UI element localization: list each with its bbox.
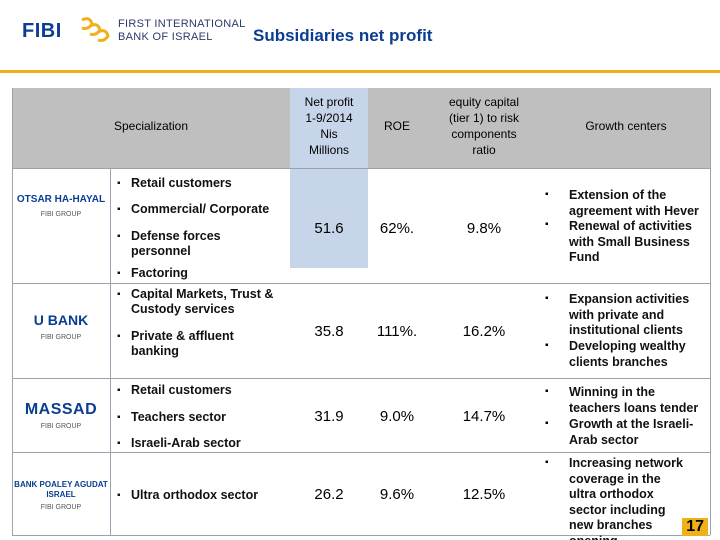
row1-growth-2: Renewal of activities with Small Busines…: [569, 219, 692, 264]
page-number: 17: [682, 518, 708, 536]
row3-growth-1: Winning in the teachers loans tender: [569, 385, 699, 415]
column-divider: [110, 168, 111, 535]
column-divider: [710, 88, 711, 535]
row1-growth-bullet: ▪: [545, 189, 549, 200]
otsar-hahayal-logo: OTSAR HA-HAYAL FIBI GROUP: [14, 176, 108, 236]
poaley-logo-text: BANK POALEY AGUDAT ISRAEL: [14, 479, 108, 499]
row2-roe: 111%.: [376, 323, 418, 340]
row-divider: [12, 535, 710, 536]
header-roe: ROE: [368, 88, 426, 168]
row1-bullet-factoring: Factoring: [117, 266, 291, 281]
massad-logo: MASSAD FIBI GROUP: [14, 390, 108, 440]
net-profit-column-fill: [290, 168, 368, 268]
header-equity-line2: (tier 1) to risk: [448, 111, 519, 125]
bank-name-line1: FIRST INTERNATIONAL: [118, 18, 246, 30]
header-divider: [0, 70, 720, 73]
row3-growth-bullet: ▪: [545, 418, 549, 429]
row2-net-profit: 35.8: [314, 323, 344, 340]
ubank-logo-sub: FIBI GROUP: [40, 333, 82, 341]
row1-growth-1: Extension of the agreement with Hever: [569, 188, 699, 218]
header-net-profit-line2: 1-9/2014: [305, 111, 353, 125]
row4-roe: 9.6%: [379, 486, 415, 503]
row2-bullet-private-banking: Private & affluent banking: [117, 329, 261, 359]
row3-net-profit: 31.9: [314, 408, 344, 425]
header-net-profit-line3: Nis: [320, 127, 338, 141]
otsar-logo-text: OTSAR HA-HAYAL: [16, 194, 106, 205]
row2-growth-2: Developing wealthy clients branches: [569, 339, 686, 369]
row2-growth-bullet: ▪: [545, 293, 549, 304]
row1-net-profit: 51.6: [314, 220, 344, 237]
row-divider: [12, 168, 710, 169]
row3-bullet-retail: Retail customers: [117, 383, 291, 398]
row4-growth-1: Increasing network coverage in the ultra…: [569, 456, 683, 540]
bank-name: FIRST INTERNATIONAL BANK OF ISRAEL: [118, 18, 246, 44]
poaley-agudat-logo: BANK POALEY AGUDAT ISRAEL FIBI GROUP: [14, 470, 108, 520]
header-specialization-label: Specialization: [113, 119, 189, 133]
row1-growth-bullet: ▪: [545, 219, 549, 230]
ubank-logo-text: U BANK: [33, 311, 89, 328]
row3-growth-2: Growth at the Israeli-Arab sector: [569, 417, 694, 447]
header-growth-label: Growth centers: [585, 119, 667, 133]
column-divider: [12, 88, 13, 535]
row2-bullet-capital-markets: Capital Markets, Trust & Custody service…: [117, 287, 291, 317]
row1-bullet-defense: Defense forces personnel: [117, 229, 251, 259]
header-specialization: Specialization: [12, 88, 290, 168]
row3-growth-bullet: ▪: [545, 386, 549, 397]
slide-header: FIBI FIRST INTERNATIONAL BANK OF ISRAEL …: [0, 0, 720, 78]
row-divider: [12, 378, 710, 379]
row2-growth-bullet: ▪: [545, 340, 549, 351]
row4-bullet-ultra-orthodox: Ultra orthodox sector: [117, 488, 291, 503]
ubank-logo: U BANK FIBI GROUP: [14, 296, 108, 356]
header-equity: equity capital (tier 1) to risk componen…: [426, 88, 542, 168]
header-growth: Growth centers: [542, 88, 710, 168]
massad-logo-sub: FIBI GROUP: [40, 422, 82, 430]
row4-equity: 12.5%: [462, 486, 506, 503]
row4-growth-bullet: ▪: [545, 457, 549, 468]
fibi-logo-icon: [81, 17, 110, 42]
row-divider: [12, 452, 710, 453]
row1-bullet-retail: Retail customers: [117, 176, 291, 191]
header-roe-label: ROE: [383, 119, 410, 133]
otsar-logo-sub: FIBI GROUP: [40, 211, 82, 218]
header-equity-line4: ratio: [472, 143, 496, 157]
header-equity-line1: equity capital: [448, 95, 520, 109]
row3-roe: 9.0%: [379, 408, 415, 425]
row3-equity: 14.7%: [462, 408, 506, 425]
poaley-logo-sub: FIBI GROUP: [40, 503, 82, 511]
page-title: Subsidiaries net profit: [253, 26, 433, 45]
header-equity-line3: components: [451, 127, 517, 141]
row1-bullet-commercial: Commercial/ Corporate: [117, 202, 291, 217]
header-net-profit-line4: Millions: [308, 143, 349, 157]
row2-growth-1: Expansion activities with private and in…: [569, 292, 690, 337]
header-net-profit: Net profit 1-9/2014 Nis Millions: [290, 88, 368, 168]
fibi-logo-text: FIBI: [22, 20, 62, 42]
row1-equity: 9.8%: [466, 220, 502, 237]
row3-bullet-teachers: Teachers sector: [117, 410, 291, 425]
row3-bullet-israeli-arab: Israeli-Arab sector: [117, 436, 291, 451]
row4-net-profit: 26.2: [314, 486, 344, 503]
row-divider: [12, 283, 710, 284]
header-net-profit-line1: Net profit: [304, 95, 354, 109]
row1-roe: 62%.: [379, 220, 415, 237]
massad-logo-text: MASSAD: [24, 400, 98, 418]
bank-name-line2: BANK OF ISRAEL: [118, 31, 213, 43]
row2-equity: 16.2%: [462, 323, 506, 340]
